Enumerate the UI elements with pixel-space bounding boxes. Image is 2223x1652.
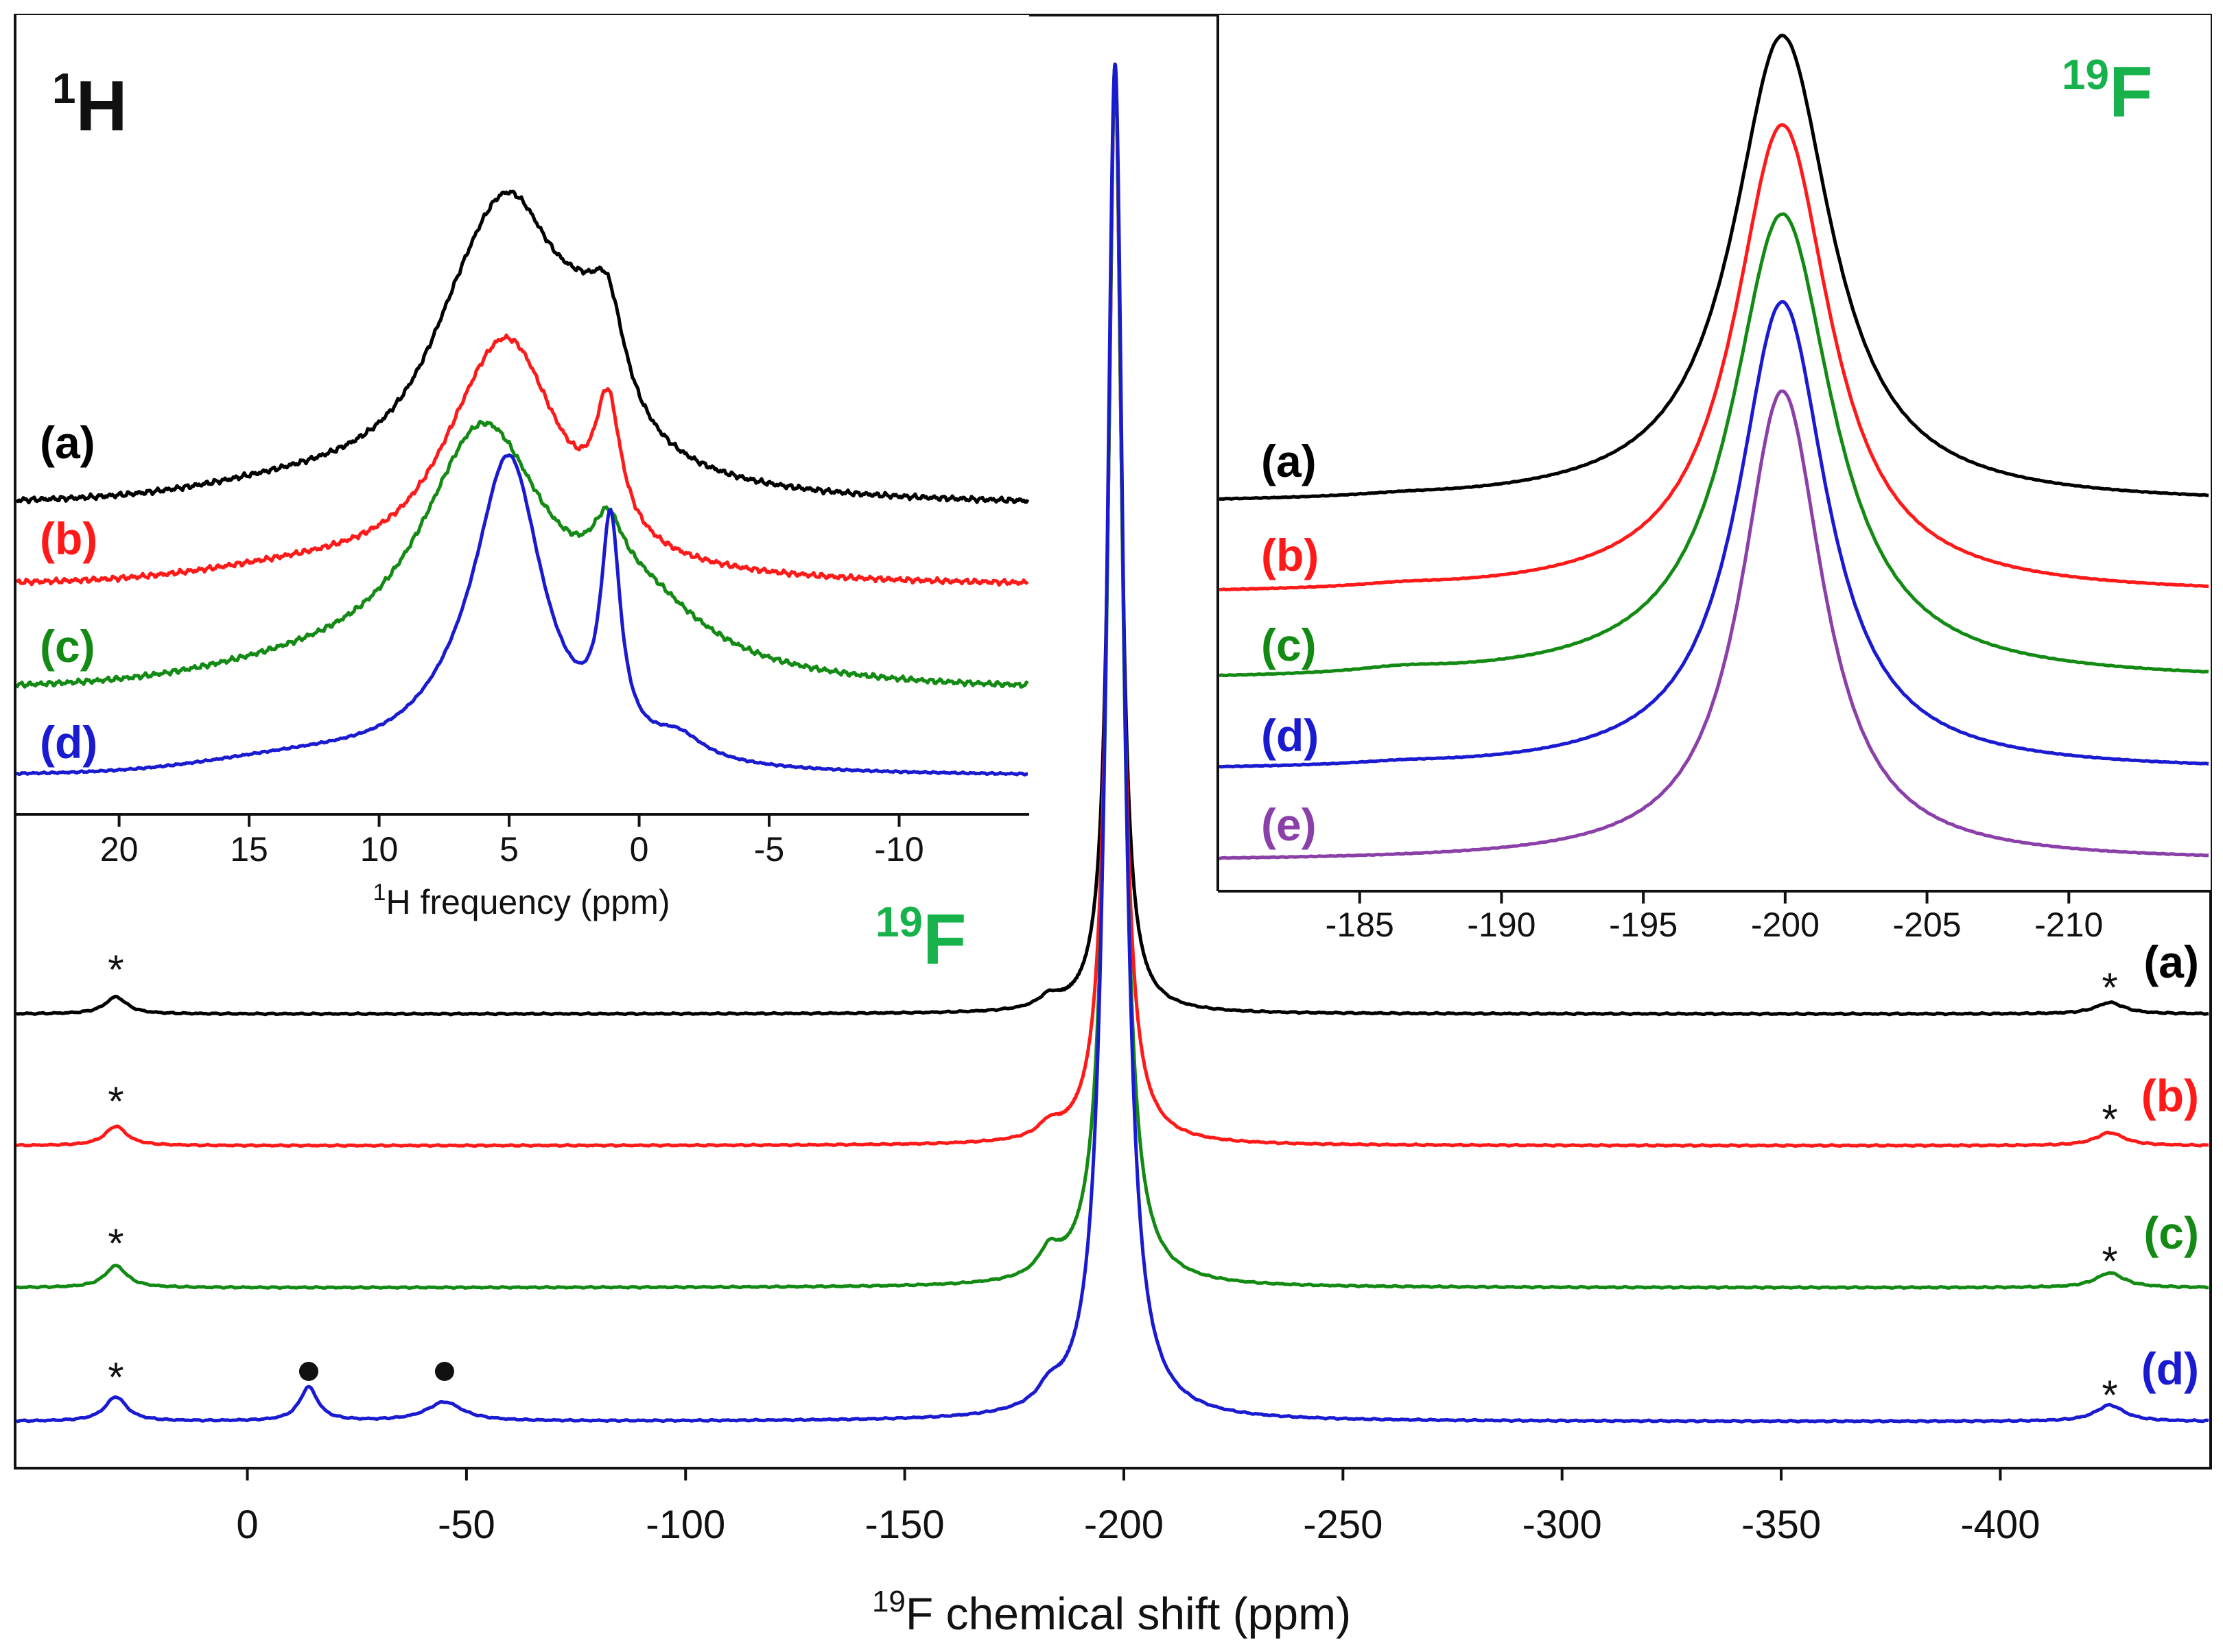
sideband-marker: * bbox=[108, 1220, 124, 1266]
inset-19f-label-e: (e) bbox=[1261, 799, 1317, 850]
main-peak-markers: * * * * * * * * bbox=[108, 947, 2118, 1418]
inset-1h-x-axis-title-sup: 1 bbox=[373, 880, 386, 906]
main-x-tick-label: -400 bbox=[1960, 1502, 2040, 1547]
inset-1h-x-tick-label: 10 bbox=[360, 830, 399, 869]
inset-1h-trace-d bbox=[16, 453, 1028, 777]
inset-1h-trace-c bbox=[14, 419, 1029, 689]
inset-1h-trace-a bbox=[15, 189, 1030, 505]
inset-19f-trace-e bbox=[1219, 389, 2209, 860]
inset-1h-trace-labels: (a) (b) (c) (d) bbox=[40, 417, 97, 768]
inset-1h-x-axis-title-text: H frequency (ppm) bbox=[386, 883, 670, 921]
main-x-tick-label: -100 bbox=[646, 1502, 725, 1547]
impurity-dot-marker bbox=[298, 1362, 318, 1381]
impurity-dot-marker bbox=[434, 1362, 454, 1381]
inset-1h-nucleus-sup: 1 bbox=[52, 65, 75, 113]
main-trace-d bbox=[16, 62, 2209, 1424]
main-x-tick-label: 0 bbox=[236, 1502, 258, 1547]
inset-19f-x-tick-label: -200 bbox=[1751, 906, 1820, 944]
inset-19f-trace-c bbox=[1219, 212, 2209, 678]
inset-1h-x-tick-label: 5 bbox=[499, 830, 519, 869]
inset-1h-x-tick-label: -10 bbox=[874, 830, 924, 869]
inset-19f-background bbox=[1218, 15, 2211, 891]
inset-1h-trace-b bbox=[15, 333, 1029, 587]
main-x-axis: 0 -50 -100 -150 -200 -250 -300 -350 -400 bbox=[236, 1468, 2040, 1547]
main-label-b: (b) bbox=[2141, 1070, 2199, 1121]
inset-19f-trace-a bbox=[1219, 34, 2209, 501]
inset-19f-trace-labels: (a) (b) (c) (d) (e) bbox=[1261, 436, 1319, 850]
inset-1h-x-tick-label: 20 bbox=[100, 830, 139, 869]
main-trace-labels: (a) (b) (c) (d) bbox=[2141, 936, 2199, 1394]
inset-1h-traces bbox=[14, 189, 1030, 777]
main-x-tick-label: -300 bbox=[1522, 1502, 1602, 1547]
inset-1h-x-tick-label: 15 bbox=[230, 830, 268, 869]
sideband-marker: * bbox=[2102, 965, 2117, 1011]
inset-1h-nucleus-label: 1H bbox=[52, 65, 128, 146]
inset-19f-x-tick-label: -210 bbox=[2034, 906, 2103, 944]
inset-19f-trace-b bbox=[1219, 123, 2209, 592]
inset-1h-label-a: (a) bbox=[40, 417, 95, 468]
main-label-a: (a) bbox=[2143, 936, 2199, 987]
main-nucleus-sup: 19 bbox=[875, 899, 923, 946]
inset-19f-label-b: (b) bbox=[1261, 530, 1319, 580]
main-traces bbox=[16, 62, 2209, 1424]
inset-19f-x-axis: -185 -190 -195 -200 -205 -210 bbox=[1326, 891, 2103, 944]
main-x-tick-label: -200 bbox=[1084, 1502, 1164, 1547]
inset-1h-label-b: (b) bbox=[40, 513, 97, 564]
sideband-marker: * bbox=[108, 1078, 124, 1124]
sideband-marker: * bbox=[2102, 1096, 2117, 1142]
inset-19f-label-a: (a) bbox=[1261, 436, 1317, 486]
inset-19f-nucleus-sup: 19 bbox=[2062, 51, 2109, 99]
inset-19f-nucleus-base: F bbox=[2109, 53, 2153, 132]
inset-19f-x-tick-label: -205 bbox=[1893, 906, 1962, 944]
inset-19f-x-tick-label: -185 bbox=[1326, 906, 1394, 944]
main-x-axis-title: 19F chemical shift (ppm) bbox=[872, 1585, 1351, 1639]
inset-19f-x-tick-label: -190 bbox=[1467, 906, 1536, 944]
main-x-tick-label: -250 bbox=[1303, 1502, 1383, 1547]
main-x-axis-title-text: F chemical shift (ppm) bbox=[906, 1588, 1351, 1639]
inset-1h-background bbox=[15, 15, 1029, 814]
sideband-marker: * bbox=[2102, 1238, 2117, 1284]
main-nucleus-label: 19F bbox=[875, 899, 967, 980]
inset-19f-label-d: (d) bbox=[1261, 710, 1319, 761]
sideband-marker: * bbox=[108, 1354, 124, 1400]
inset-1h-x-axis-title: 1H frequency (ppm) bbox=[373, 880, 670, 921]
inset-1h-label-c: (c) bbox=[40, 621, 95, 672]
inset-1h-x-tick-label: -5 bbox=[754, 830, 784, 869]
sideband-marker: * bbox=[2102, 1372, 2117, 1418]
inset-19f-x-tick-label: -195 bbox=[1609, 906, 1678, 944]
inset-1h-label-d: (d) bbox=[40, 717, 97, 768]
main-label-c: (c) bbox=[2143, 1207, 2199, 1258]
inset-19f-trace-d bbox=[1219, 300, 2209, 769]
main-x-axis-title-sup: 19 bbox=[872, 1585, 906, 1618]
inset-19f-nucleus-label: 19F bbox=[2062, 51, 2153, 132]
main-x-tick-label: -50 bbox=[438, 1502, 495, 1547]
main-nucleus-base: F bbox=[923, 900, 967, 980]
inset-1h-x-tick-label: 0 bbox=[630, 830, 649, 869]
inset-19f-traces bbox=[1219, 34, 2209, 860]
inset-1h-nucleus-base: H bbox=[75, 67, 127, 146]
inset-1h-x-axis: 20 15 10 5 0 -5 -10 bbox=[100, 814, 924, 869]
main-label-d: (d) bbox=[2141, 1343, 2199, 1394]
inset-19f-label-c: (c) bbox=[1261, 620, 1317, 670]
sideband-marker: * bbox=[108, 947, 124, 993]
main-x-tick-label: -350 bbox=[1741, 1502, 1821, 1547]
main-x-tick-label: -150 bbox=[865, 1502, 945, 1547]
